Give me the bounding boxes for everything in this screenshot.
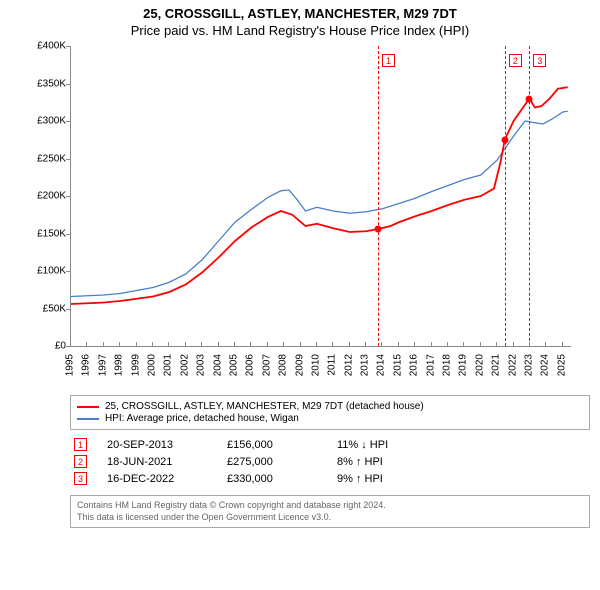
x-axis-label: 2001 bbox=[163, 354, 174, 376]
y-axis-label: £100K bbox=[37, 266, 66, 277]
chart-legend: 25, CROSSGILL, ASTLEY, MANCHESTER, M29 7… bbox=[70, 395, 590, 430]
x-axis-label: 2019 bbox=[458, 354, 469, 376]
sale-price: £330,000 bbox=[227, 473, 317, 485]
sale-date: 20-SEP-2013 bbox=[107, 439, 207, 451]
sale-marker: 1 bbox=[74, 438, 87, 451]
x-axis-label: 2000 bbox=[146, 354, 157, 376]
x-axis-label: 2016 bbox=[409, 354, 420, 376]
y-axis-label: £200K bbox=[37, 191, 66, 202]
x-axis-label: 2013 bbox=[360, 354, 371, 376]
x-axis-label: 2024 bbox=[540, 354, 551, 376]
sale-marker: 3 bbox=[74, 472, 87, 485]
x-axis-label: 2012 bbox=[343, 354, 354, 376]
disclaimer-line: This data is licensed under the Open Gov… bbox=[77, 512, 583, 524]
sale-point bbox=[501, 136, 508, 143]
legend-swatch bbox=[77, 418, 99, 420]
x-axis-label: 2003 bbox=[196, 354, 207, 376]
x-axis-label: 2006 bbox=[245, 354, 256, 376]
x-axis-label: 2018 bbox=[442, 354, 453, 376]
event-line bbox=[529, 46, 530, 346]
disclaimer-line: Contains HM Land Registry data © Crown c… bbox=[77, 500, 583, 512]
disclaimer-box: Contains HM Land Registry data © Crown c… bbox=[70, 495, 590, 528]
sale-marker: 2 bbox=[74, 455, 87, 468]
event-line bbox=[505, 46, 506, 346]
sale-row: 3 16-DEC-2022 £330,000 9% ↑ HPI bbox=[70, 470, 590, 487]
x-axis-label: 2007 bbox=[261, 354, 272, 376]
x-axis-label: 2014 bbox=[376, 354, 387, 376]
sale-row: 2 18-JUN-2021 £275,000 8% ↑ HPI bbox=[70, 453, 590, 470]
event-marker: 1 bbox=[382, 54, 395, 67]
x-axis-label: 2011 bbox=[327, 354, 338, 376]
event-line bbox=[378, 46, 379, 346]
y-axis-label: £50K bbox=[43, 303, 66, 314]
sale-delta: 9% ↑ HPI bbox=[337, 473, 427, 485]
y-axis-label: £300K bbox=[37, 116, 66, 127]
legend-label: HPI: Average price, detached house, Wiga… bbox=[105, 413, 299, 424]
y-axis-label: £350K bbox=[37, 78, 66, 89]
y-axis-label: £150K bbox=[37, 228, 66, 239]
legend-row: HPI: Average price, detached house, Wiga… bbox=[77, 413, 583, 424]
x-axis-label: 1998 bbox=[114, 354, 125, 376]
series-hpi bbox=[71, 111, 568, 296]
x-axis-label: 2022 bbox=[507, 354, 518, 376]
sale-point bbox=[374, 226, 381, 233]
x-axis-label: 2008 bbox=[278, 354, 289, 376]
x-axis-label: 2023 bbox=[524, 354, 535, 376]
event-marker: 3 bbox=[533, 54, 546, 67]
x-axis-label: 2017 bbox=[425, 354, 436, 376]
x-axis-label: 1996 bbox=[81, 354, 92, 376]
sale-delta: 11% ↓ HPI bbox=[337, 439, 427, 451]
sale-date: 18-JUN-2021 bbox=[107, 456, 207, 468]
legend-row: 25, CROSSGILL, ASTLEY, MANCHESTER, M29 7… bbox=[77, 401, 583, 412]
x-axis-label: 2020 bbox=[474, 354, 485, 376]
sale-date: 16-DEC-2022 bbox=[107, 473, 207, 485]
price-chart: £0£50K£100K£150K£200K£250K£300K£350K£400… bbox=[20, 46, 580, 391]
x-axis-label: 2009 bbox=[294, 354, 305, 376]
sale-price: £156,000 bbox=[227, 439, 317, 451]
series-property bbox=[71, 87, 568, 304]
x-axis-label: 2005 bbox=[228, 354, 239, 376]
event-marker: 2 bbox=[509, 54, 522, 67]
y-axis-label: £0 bbox=[55, 341, 66, 352]
sale-delta: 8% ↑ HPI bbox=[337, 456, 427, 468]
x-axis-label: 2002 bbox=[179, 354, 190, 376]
x-axis-label: 1997 bbox=[97, 354, 108, 376]
page-title: 25, CROSSGILL, ASTLEY, MANCHESTER, M29 7… bbox=[0, 6, 600, 21]
sale-row: 1 20-SEP-2013 £156,000 11% ↓ HPI bbox=[70, 436, 590, 453]
x-axis-label: 2010 bbox=[310, 354, 321, 376]
x-axis-label: 2025 bbox=[556, 354, 567, 376]
sale-price: £275,000 bbox=[227, 456, 317, 468]
x-axis-label: 1999 bbox=[130, 354, 141, 376]
sales-table: 1 20-SEP-2013 £156,000 11% ↓ HPI 2 18-JUN-202… bbox=[70, 436, 590, 487]
page-subtitle: Price paid vs. HM Land Registry's House … bbox=[0, 23, 600, 38]
y-axis-label: £400K bbox=[37, 41, 66, 52]
sale-point bbox=[526, 95, 533, 102]
x-axis-label: 2015 bbox=[392, 354, 403, 376]
x-axis-label: 2021 bbox=[491, 354, 502, 376]
legend-swatch bbox=[77, 406, 99, 408]
x-axis-label: 1995 bbox=[65, 354, 76, 376]
legend-label: 25, CROSSGILL, ASTLEY, MANCHESTER, M29 7… bbox=[105, 401, 424, 412]
y-axis-label: £250K bbox=[37, 153, 66, 164]
x-axis-label: 2004 bbox=[212, 354, 223, 376]
